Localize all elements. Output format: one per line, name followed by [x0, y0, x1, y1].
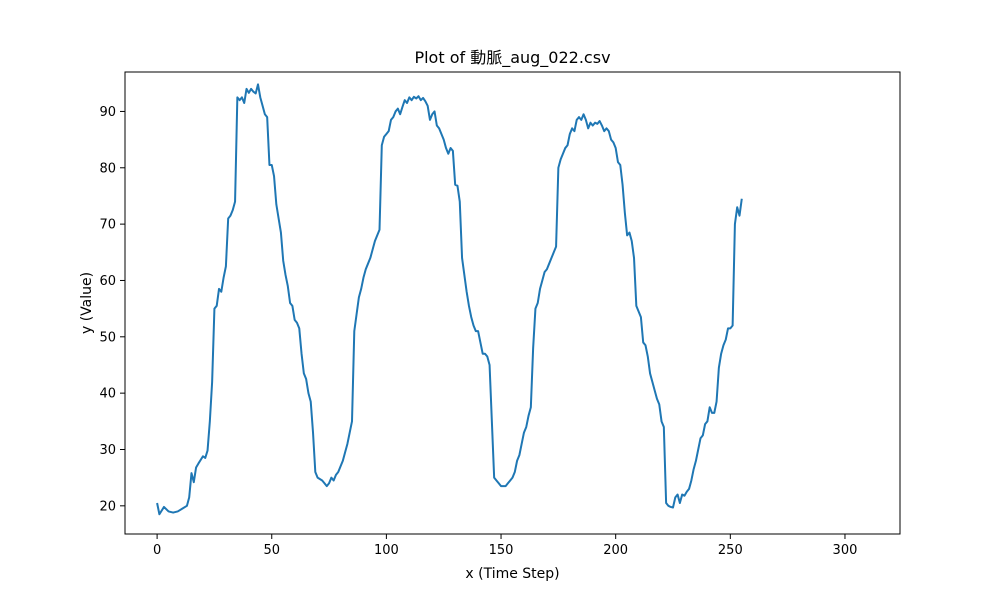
chart-title: Plot of 動脈_aug_022.csv — [414, 48, 610, 68]
x-tick-label: 300 — [833, 543, 858, 558]
x-tick-label: 50 — [263, 543, 280, 558]
y-tick-label: 90 — [99, 105, 116, 120]
y-axis-ticks: 20 30 40 50 60 70 80 90 — [99, 105, 125, 514]
y-tick-label: 80 — [99, 161, 116, 176]
x-tick-label: 150 — [489, 543, 514, 558]
plot-area — [156, 83, 743, 516]
plot-frame — [124, 71, 901, 535]
y-tick-label: 20 — [99, 499, 116, 514]
y-tick-label: 70 — [99, 218, 116, 233]
x-axis-ticks: 0 50 100 150 200 250 300 — [153, 534, 857, 558]
x-tick-label: 200 — [603, 543, 628, 558]
x-tick-label: 250 — [718, 543, 743, 558]
y-tick-label: 30 — [99, 443, 116, 458]
y-tick-label: 50 — [99, 330, 116, 345]
y-tick-label: 40 — [99, 387, 116, 402]
y-axis-label: y (Value) — [79, 272, 95, 334]
x-axis-label: x (Time Step) — [465, 566, 559, 582]
y-tick-label: 60 — [99, 274, 116, 289]
series-line-0 — [156, 83, 743, 516]
x-tick-label: 100 — [374, 543, 399, 558]
x-tick-label: 0 — [153, 543, 161, 558]
